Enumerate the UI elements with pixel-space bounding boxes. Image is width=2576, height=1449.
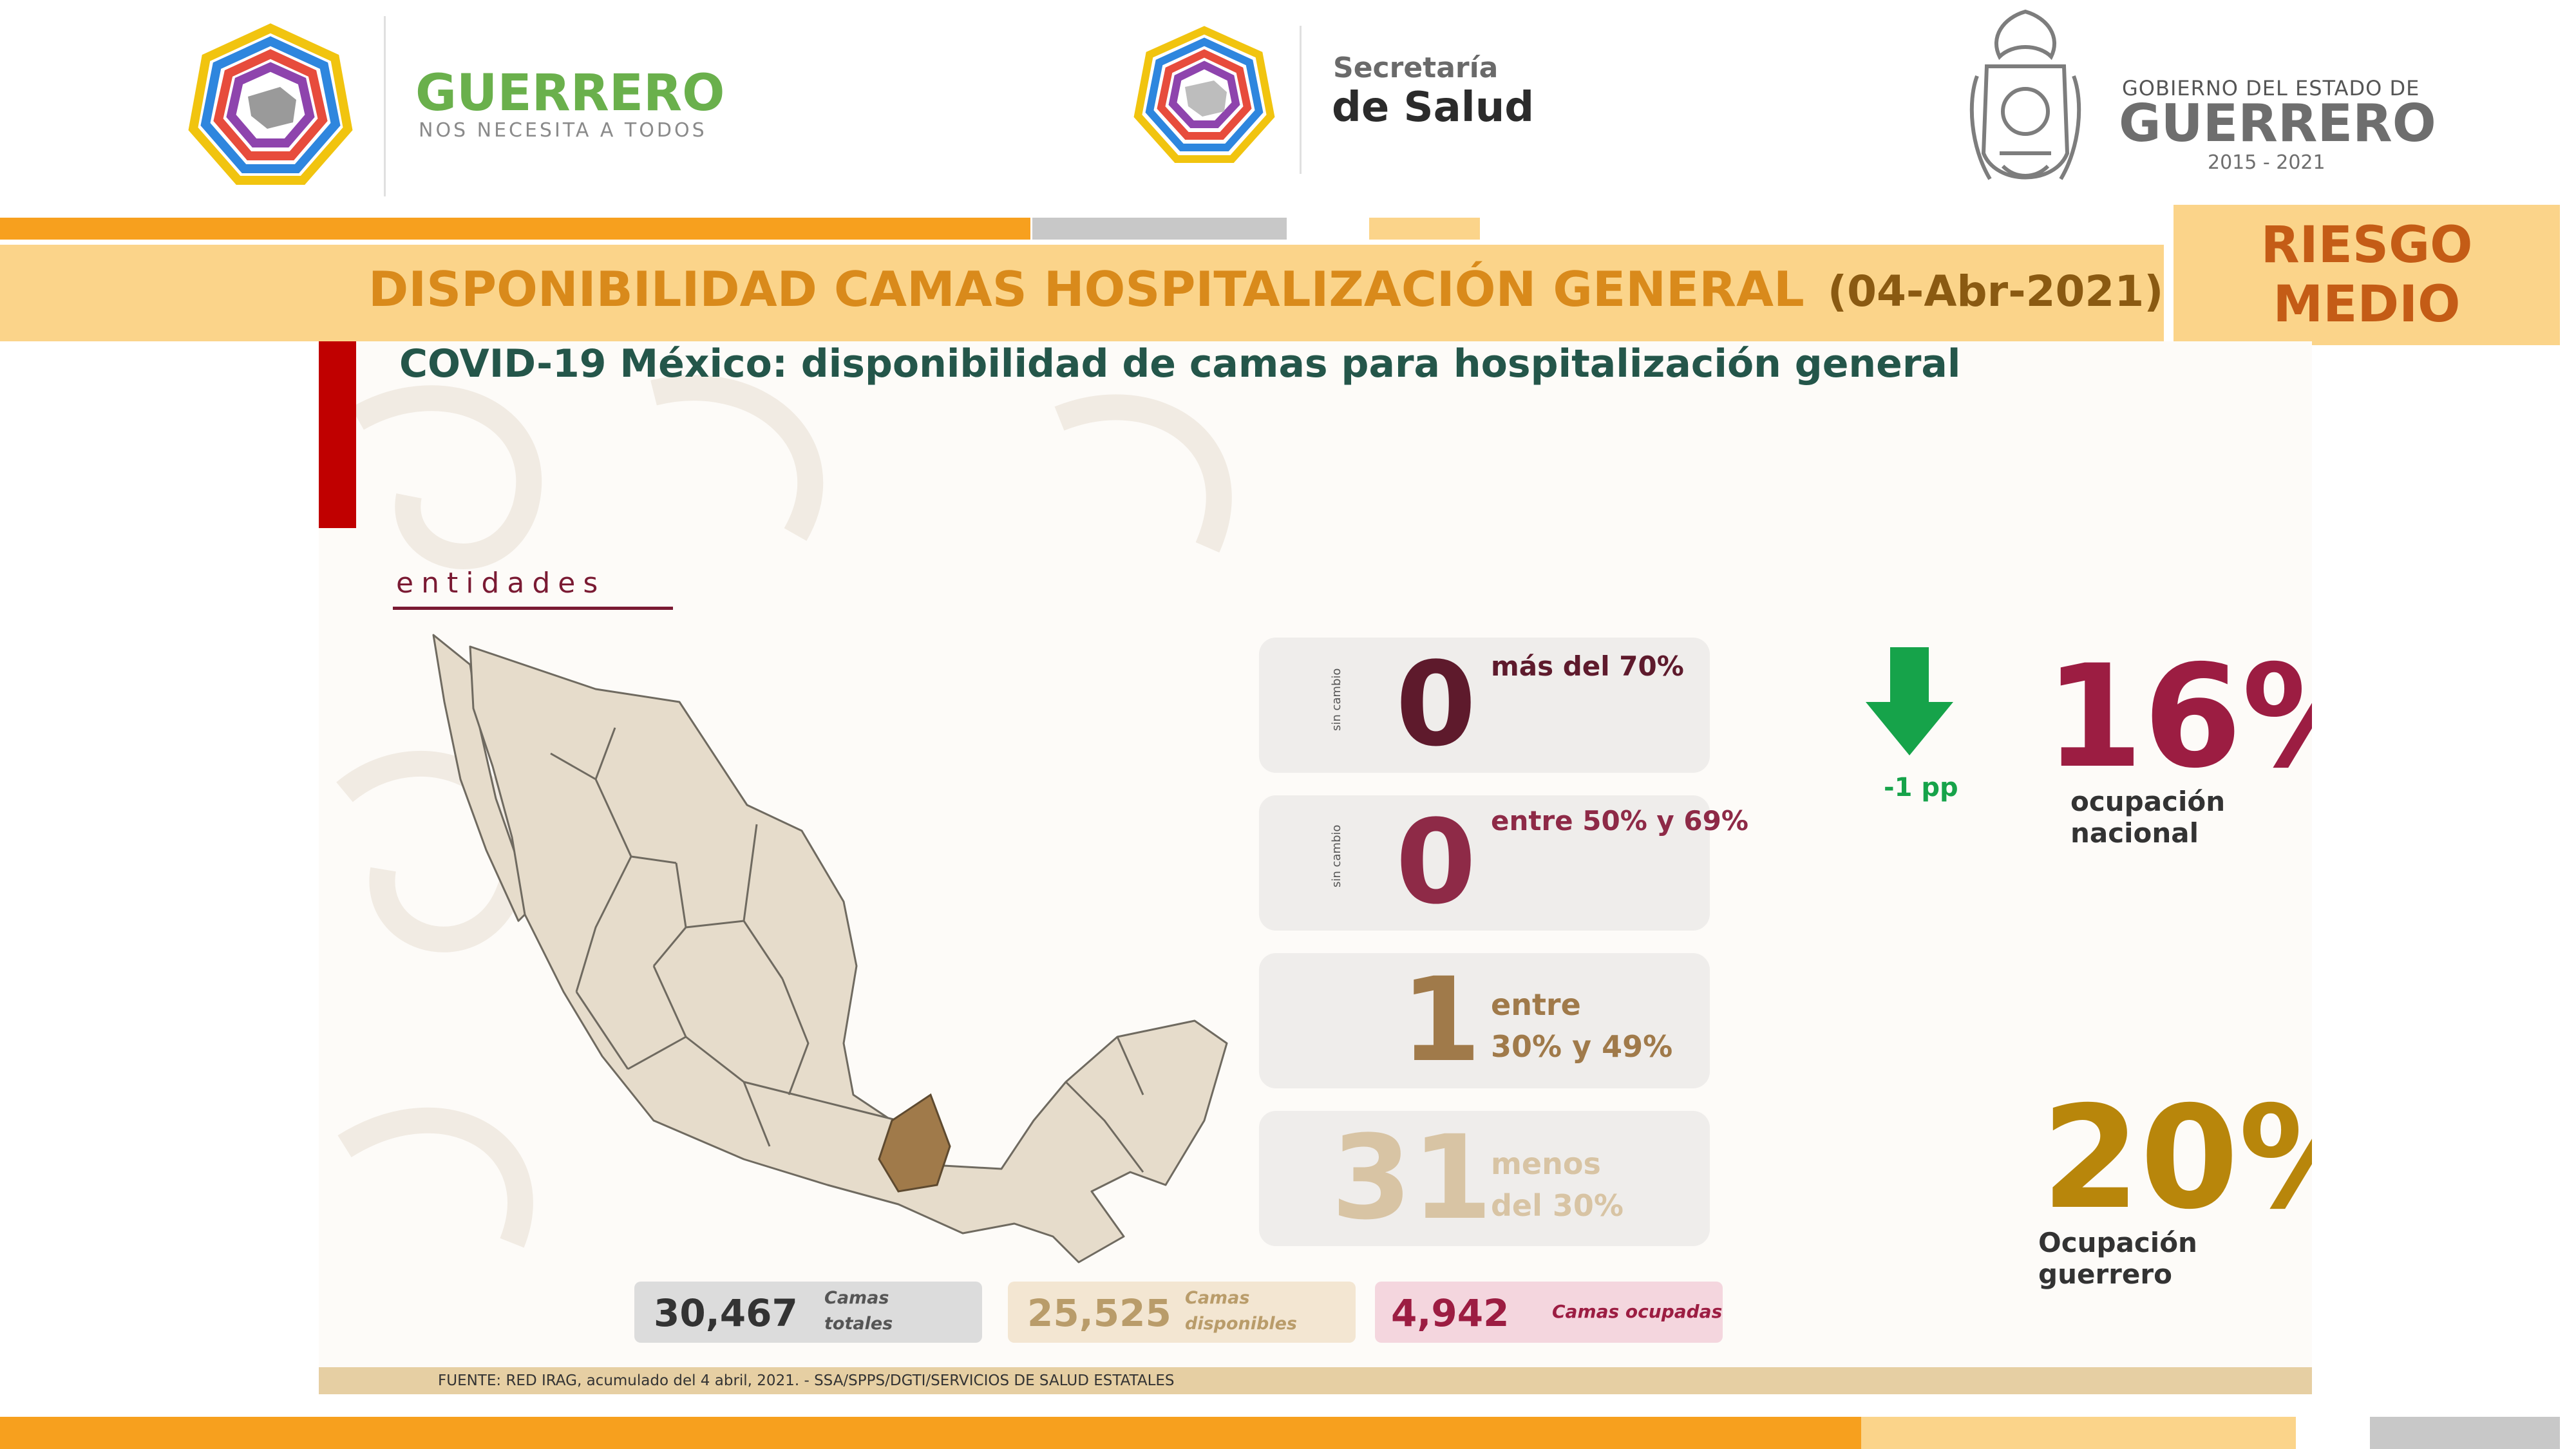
footer-yellow-bar [1861,1417,2296,1449]
occupied-beds-label: Camas ocupadas [1552,1301,1723,1322]
source-text: FUENTE: RED IRAG, acumulado del 4 abril,… [438,1372,1175,1389]
category-note-1: sin cambio [1330,668,1343,731]
occupied-beds-value: 4,942 [1391,1291,1510,1335]
salud-logo-icon [1133,26,1275,163]
header-grey-bar [1032,218,1287,240]
down-arrow-icon [1866,647,1953,755]
brand3-line2: GUERRERO [2119,93,2436,153]
section-label: entidades [396,567,606,600]
title-date: (04-Abr-2021) [1827,267,2164,316]
brand1-subtitle: NOS NECESITA A TODOS [419,119,707,142]
guerrero-occupancy-label: Ocupación guerrero [2038,1227,2197,1290]
occupied-beds-pill [1375,1282,1723,1343]
category-card-4 [1259,1111,1710,1246]
category-note-2: sin cambio [1330,824,1343,887]
section-underline [393,607,673,610]
category-card-3 [1259,953,1710,1088]
guerrero-state-icon [878,1093,951,1193]
category-label-1: más del 70% [1491,650,1684,682]
total-beds-value: 30,467 [654,1291,798,1335]
brand1-title: GUERRERO [415,64,725,122]
total-beds-pill [634,1282,982,1343]
category-label-4b: del 30% [1491,1188,1624,1223]
category-label-2: entre 50% y 69% [1491,805,1748,837]
category-count-3: 1 [1401,953,1482,1088]
national-occupancy-value: 16% [2045,634,2312,799]
header-orange-bar [0,218,1030,240]
title-band [0,245,2164,341]
brand3-line3: 2015 - 2021 [2208,151,2325,174]
source-band [319,1367,2312,1394]
available-beds-value: 25,525 [1027,1291,1171,1335]
total-beds-label2: totales [824,1314,893,1334]
available-beds-label2: disponibles [1185,1314,1297,1334]
brand3-line1: GOBIERNO DEL ESTADO DE [2122,76,2420,100]
category-label-3a: entre [1491,987,1581,1022]
risk-badge: RIESGO MEDIO [2174,205,2560,345]
brand2-line1: Secretaría [1333,52,1499,84]
category-count-4: 31 [1331,1111,1493,1245]
brand2-line2: de Salud [1332,84,1535,131]
national-change: -1 pp [1884,773,1958,802]
category-label-3b: 30% y 49% [1491,1029,1673,1064]
guerrero-logo-icon [188,23,353,185]
infographic-slide: COVID-19 México: disponibilidad de camas… [319,341,2312,1394]
title-main: DISPONIBILIDAD CAMAS HOSPITALIZACIÓN GEN… [368,261,1804,317]
red-accent-bar [319,341,356,528]
category-count-2: 0 [1396,795,1477,930]
footer-orange-bar-main [0,1417,1861,1449]
available-beds-label1: Camas [1185,1288,1250,1308]
page-title: DISPONIBILIDAD CAMAS HOSPITALIZACIÓN GEN… [368,261,2163,317]
header-yellow-tab [1369,218,1480,240]
risk-line1: RIESGO [2260,216,2473,274]
category-label-4a: menos [1491,1146,1601,1181]
mexico-map-icon [432,634,1228,1264]
available-beds-pill [1008,1282,1356,1343]
state-seal-icon [1969,9,2081,180]
guerrero-occupancy-value: 20% [2041,1075,2312,1240]
risk-line2: MEDIO [2273,276,2461,334]
category-count-1: 0 [1396,638,1477,772]
category-card-1 [1259,638,1710,773]
total-beds-label1: Camas [824,1288,889,1308]
category-card-2 [1259,795,1710,931]
national-occupancy-label: ocupación nacional [2070,786,2226,849]
slide-heading: COVID-19 México: disponibilidad de camas… [399,341,1961,386]
footer-grey-bar [2370,1417,2560,1449]
